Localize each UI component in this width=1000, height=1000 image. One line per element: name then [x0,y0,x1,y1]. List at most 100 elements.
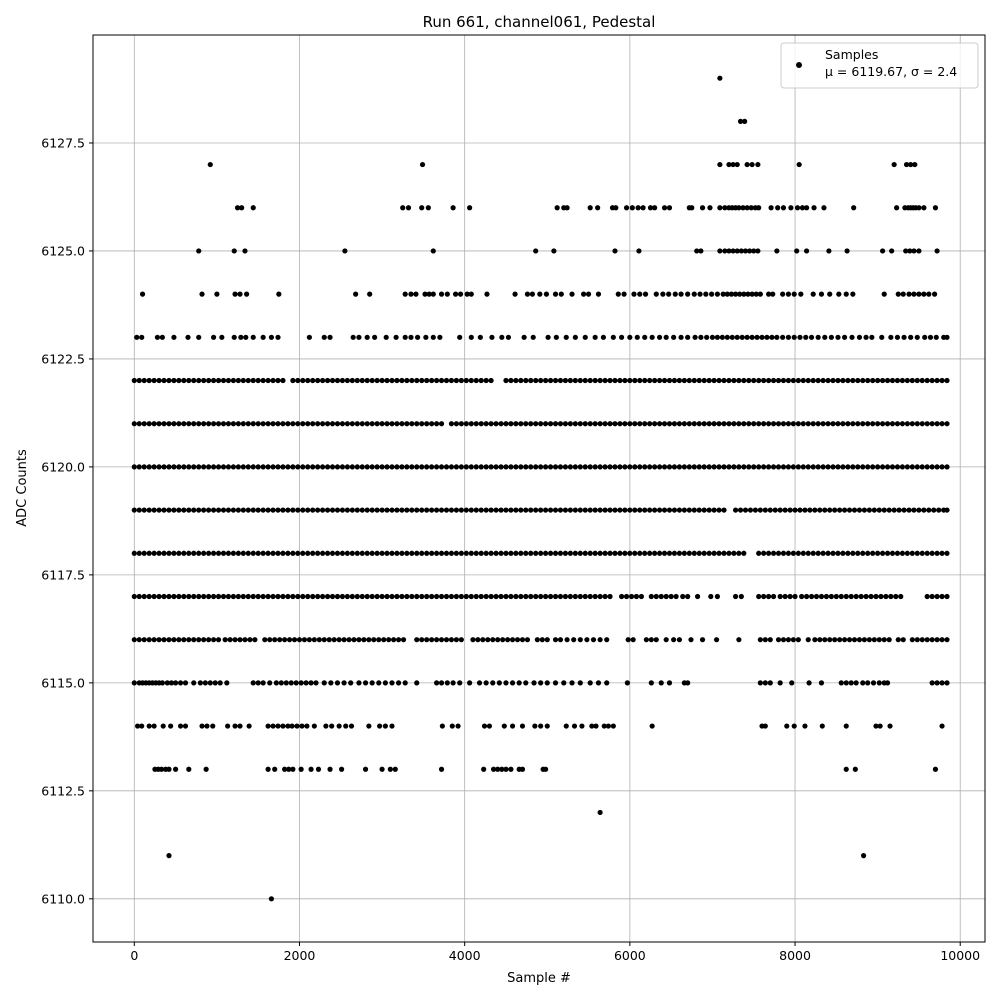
data-point [789,680,795,686]
data-point [666,507,673,513]
data-point [766,421,772,427]
data-point [681,377,687,384]
data-point [171,507,177,513]
data-point [653,291,659,297]
data-point [656,421,663,427]
data-point [756,421,762,427]
data-point [364,550,370,556]
data-point [889,421,896,427]
data-point [595,680,602,686]
data-point [926,507,932,513]
data-point [235,593,241,600]
data-point [879,464,886,470]
data-point [797,334,803,340]
data-point [270,464,276,470]
data-point [642,334,648,340]
data-point [275,464,281,470]
data-point [729,334,735,340]
data-point [530,334,536,340]
data-point [904,377,910,384]
data-point [523,464,529,470]
data-point [305,464,311,470]
data-point [171,593,177,600]
data-point [513,464,519,470]
data-point [730,161,736,168]
data-point [830,550,836,556]
data-point [452,291,459,297]
data-point [250,680,256,686]
data-point [166,464,172,470]
data-point [533,377,539,384]
data-point [344,377,350,384]
data-point [243,334,249,340]
data-point [931,507,937,513]
data-point [310,464,316,470]
data-point [538,680,544,686]
data-point [716,421,722,427]
x-axis-label: Sample # [507,971,571,986]
data-point [359,377,365,384]
data-point [303,680,309,686]
data-point [934,421,940,427]
data-point [741,464,747,470]
data-point [757,637,763,643]
data-point [916,507,922,513]
data-point [552,680,559,686]
data-point [448,593,455,600]
data-point [850,377,856,384]
data-point [592,593,598,600]
data-point [300,550,306,556]
data-point [349,464,355,470]
data-point [206,421,212,427]
data-point [156,507,162,513]
data-point [468,550,474,556]
x-tick-label: 6000 [614,948,646,963]
data-point [528,464,534,470]
data-point [262,637,268,643]
data-point [463,421,469,427]
data-point [334,464,341,470]
axis-ticks: 0 2000 4000 6000 8000 100006110.06112.56115.0… [41,135,980,963]
data-point [726,464,732,470]
data-point [861,637,868,643]
data-point [621,291,627,297]
data-point [488,464,494,470]
data-point [775,464,782,470]
data-point [647,205,654,211]
data-point [671,334,677,340]
data-point [661,377,668,384]
data-point [749,334,755,340]
data-point [711,421,717,427]
data-point [395,680,402,686]
data-point [870,464,876,470]
data-point [564,637,570,643]
data-point [592,377,598,384]
data-point [414,377,420,384]
data-point [272,766,278,772]
data-point [841,334,848,340]
data-point [379,421,385,427]
data-point [826,248,832,254]
data-point [637,377,643,384]
data-point [215,377,222,384]
data-point [685,680,691,686]
data-point [751,464,757,470]
data-point [802,723,808,729]
data-point [607,377,613,384]
data-point [210,637,217,643]
data-point [562,464,569,470]
data-point [154,334,161,340]
data-point [379,507,385,513]
data-point [329,377,336,384]
data-point [468,334,474,340]
data-point [374,464,380,470]
data-point [740,205,746,211]
data-point [652,507,658,513]
data-point [569,291,575,297]
data-point [592,507,598,513]
data-point [774,248,780,254]
data-point [481,766,487,772]
data-point [280,377,286,384]
data-point [597,421,603,427]
data-point [597,809,603,816]
